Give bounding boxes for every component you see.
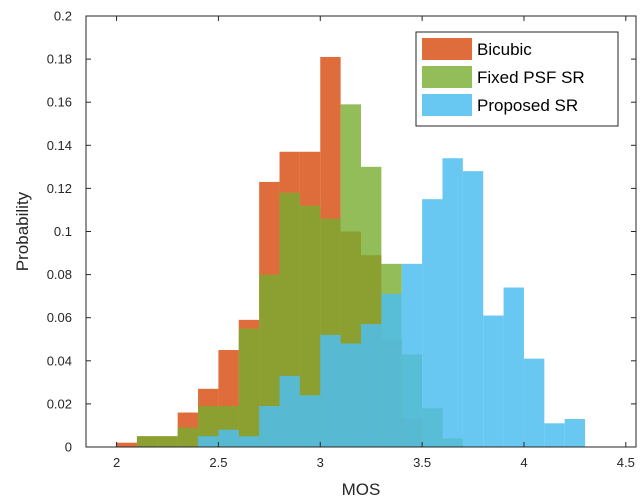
histogram-bar [523, 358, 545, 447]
histogram-bar [299, 395, 321, 447]
y-tick-label: 0.1 [54, 224, 72, 239]
histogram-bar [198, 436, 219, 447]
histogram-bar [340, 343, 361, 447]
histogram-bar [544, 423, 565, 447]
y-tick-label: 0.04 [47, 353, 72, 368]
legend-swatch [422, 38, 472, 60]
y-tick-label: 0.14 [47, 138, 72, 153]
histogram-bar [116, 442, 137, 447]
histogram-bar [238, 328, 260, 447]
histogram-bar [218, 429, 239, 447]
histogram-bar [503, 287, 524, 447]
histogram-bar [320, 334, 341, 447]
y-tick-label: 0.2 [54, 9, 72, 24]
y-tick-label: 0.08 [47, 267, 72, 282]
x-axis-label: MOS [342, 480, 381, 499]
histogram-bar [462, 171, 484, 447]
y-tick-label: 0.06 [47, 310, 72, 325]
y-tick-label: 0 [65, 440, 72, 455]
legend-entry-label: Fixed PSF SR [477, 68, 585, 87]
y-tick-label: 0.12 [47, 181, 72, 196]
x-tick-label: 2 [113, 455, 120, 470]
y-tick-label: 0.18 [47, 52, 72, 67]
y-tick-label: 0.02 [47, 396, 72, 411]
histogram-bar [238, 436, 260, 447]
histogram-bar [422, 199, 443, 447]
y-axis-label: Probability [13, 191, 32, 271]
legend-swatch [422, 94, 472, 116]
histogram-bar [259, 274, 280, 447]
histogram-bar [136, 436, 158, 447]
histogram-bar [279, 375, 300, 447]
x-tick-label: 2.5 [209, 455, 227, 470]
x-tick-label: 4.5 [617, 455, 635, 470]
series-2-bars [198, 158, 586, 448]
histogram-bar [483, 315, 504, 447]
histogram-bars [116, 56, 586, 448]
histogram-bar [401, 263, 423, 447]
histogram-bar [259, 406, 280, 447]
axis-ticks [86, 15, 636, 448]
histogram-bar [564, 418, 586, 447]
axis-tick-labels: 2 2.5 3 3.5 4 4.5 0 0.02 0.04 0.06 0.08 0.1 0.12 0.14… [47, 9, 635, 471]
histogram-bar [381, 293, 402, 447]
x-tick-label: 4 [520, 455, 527, 470]
histogram-bar [361, 324, 382, 447]
x-tick-label: 3 [317, 455, 324, 470]
legend-entry-label: Proposed SR [477, 96, 578, 115]
chart-legend: Bicubic Fixed PSF SR Proposed SR [415, 31, 619, 127]
legend-entry-label: Bicubic [477, 40, 532, 59]
histogram-bar [442, 158, 463, 448]
x-tick-label: 3.5 [413, 455, 431, 470]
histogram-bar [177, 427, 199, 447]
histogram-bar [157, 436, 178, 447]
y-tick-label: 0.16 [47, 95, 72, 110]
legend-swatch [422, 66, 472, 88]
histogram-bar [299, 205, 321, 447]
